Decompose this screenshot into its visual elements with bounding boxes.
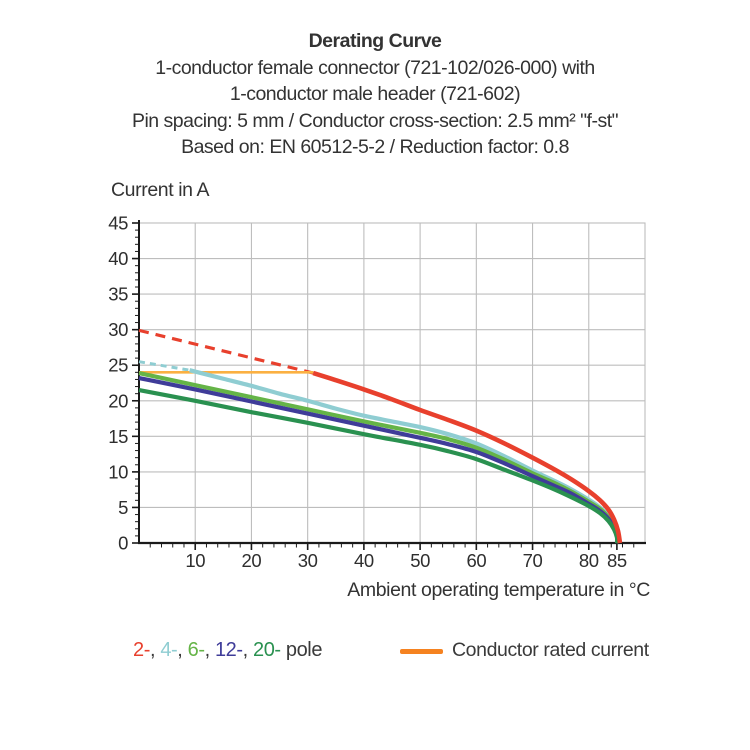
legend-pole-item-4: 4-	[160, 639, 178, 661]
x-tick-label: 30	[298, 550, 318, 571]
x-tick-label: 20	[242, 550, 262, 571]
y-tick-label: 5	[118, 497, 128, 518]
legend-pole-item-6: 6-	[187, 639, 205, 661]
legend-pole-separator: ,	[177, 639, 188, 661]
legend-pole-separator: ,	[204, 639, 215, 661]
x-tick-label: 80	[579, 550, 599, 571]
series-pole-2	[312, 370, 623, 544]
legend-pole-item-20: 20-	[252, 639, 281, 661]
legend-poles: 2-, 4-, 6-, 12-, 20- pole	[133, 639, 322, 662]
y-tick-label: 45	[108, 213, 128, 234]
y-tick-label: 25	[108, 355, 128, 376]
rated-current-swatch-icon	[400, 649, 443, 654]
y-tick-label: 0	[118, 533, 128, 554]
legend-pole-separator: ,	[242, 639, 253, 661]
x-tick-label: 70	[523, 550, 543, 571]
y-tick-label: 35	[108, 284, 128, 305]
x-tick-label: 50	[410, 550, 430, 571]
x-tick-label: 40	[354, 550, 374, 571]
series-pole-2-dashed	[138, 328, 314, 375]
header-block: Derating Curve 1-conductor female connec…	[0, 28, 750, 161]
x-axis-title: Ambient operating temperature in °C	[347, 579, 650, 601]
chart-title: Derating Curve	[308, 30, 442, 52]
y-tick-label: 10	[108, 461, 128, 482]
subtitle-line-4: Based on: EN 60512-5-2 / Reduction facto…	[181, 136, 569, 158]
x-tick-label: 60	[466, 550, 486, 571]
series-pole-4-dashed	[138, 360, 190, 372]
legend-pole-separator: ,	[149, 639, 161, 661]
subtitle-line-3: Pin spacing: 5 mm / Conductor cross-sect…	[131, 109, 619, 132]
y-tick-label: 15	[108, 426, 128, 447]
y-axis-title: Current in A	[111, 179, 210, 201]
series-pole-20	[138, 388, 620, 544]
legend-pole-item-2: 2-	[133, 639, 150, 661]
legend-pole-item-12: 12-	[214, 639, 243, 661]
x-tick-label: 10	[185, 550, 205, 571]
y-tick-label: 20	[108, 390, 128, 411]
subtitle-line-2: 1-conductor male header (721-602)	[229, 83, 521, 105]
y-tick-label: 30	[108, 319, 128, 340]
legend-pole-suffix: pole	[280, 639, 323, 661]
rated-current-label: Conductor rated current	[452, 639, 649, 661]
x-tick-label: 85	[607, 550, 627, 571]
series-pole-6	[138, 370, 621, 544]
subtitle-line-1: 1-conductor female connector (721-102/02…	[155, 56, 595, 79]
y-tick-label: 40	[108, 248, 128, 269]
